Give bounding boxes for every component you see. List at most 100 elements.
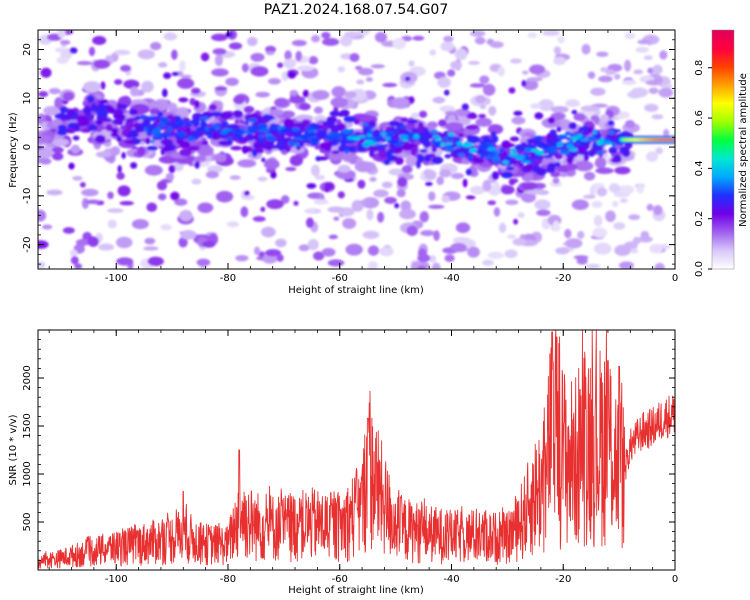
spectrogram-cell (117, 165, 122, 173)
spectrogram-cell (339, 109, 350, 117)
spectrogram-cell (433, 142, 443, 148)
spectrogram-x-tick-label: -40 (443, 273, 459, 284)
spectrogram-cell (126, 131, 140, 138)
spectrogram-cell (86, 95, 95, 103)
spectrogram-cell (580, 138, 589, 142)
spectrogram-cell (533, 157, 541, 161)
spectrogram-cell (487, 146, 496, 152)
spectrogram-cell (373, 189, 389, 198)
spectrogram-cell (180, 230, 197, 240)
spectrogram-cell (92, 35, 107, 45)
spectrogram-cell (115, 236, 133, 249)
spectrogram-cell (440, 41, 455, 52)
spectrogram-cell (80, 128, 92, 133)
spectrogram-cell (252, 141, 264, 150)
spectrogram-cell (107, 208, 124, 213)
snr-x-tick-label: -20 (555, 574, 571, 585)
spectrogram-cell (455, 222, 471, 234)
colorbar-ticks: 0.0 0.2 0.4 0.6 0.8 (694, 60, 712, 277)
spectrogram-cell (457, 152, 465, 157)
spectrogram-cell (42, 224, 53, 230)
spectrogram-x-tick-label: -20 (555, 273, 571, 284)
spectrogram-cell (163, 32, 178, 41)
spectrogram-cell (470, 30, 486, 37)
spectrogram-cell (141, 80, 154, 93)
spectrogram-cell (385, 131, 395, 137)
spectrogram-cell (418, 110, 428, 118)
spectrogram-cell (550, 105, 569, 113)
spectrogram-cell (298, 244, 310, 252)
spectrogram-cell (407, 96, 415, 104)
spectrogram-cell (241, 145, 249, 154)
spectrogram-cell (369, 176, 377, 182)
spectrogram-cell (189, 97, 196, 106)
spectrogram-cell (200, 52, 210, 62)
spectrogram-cell (408, 60, 415, 67)
spectrogram-cell (178, 97, 189, 103)
spectrogram-cell (645, 79, 662, 86)
spectrogram-cell (157, 62, 168, 68)
spectrogram-cell (554, 153, 563, 160)
spectrogram-x-tick-label: 0 (672, 273, 678, 284)
spectrogram-cell (87, 236, 99, 247)
spectrogram-cell (186, 136, 196, 142)
spectrogram-cell (260, 206, 266, 212)
spectrogram-cell (485, 155, 495, 160)
spectrogram-cell (411, 128, 419, 132)
spectrogram-cell (144, 164, 163, 176)
spectrogram-cell (163, 145, 171, 153)
spectrogram-cell (269, 109, 284, 116)
spectrogram-cell (46, 189, 63, 196)
spectrogram-cell (504, 249, 518, 259)
spectrogram-cell (365, 77, 373, 82)
spectrogram-cell (292, 132, 303, 138)
spectrogram-cell (235, 254, 249, 262)
spectrogram-cell (93, 59, 111, 69)
spectrogram-cell (345, 243, 363, 256)
spectrogram-cell (152, 133, 161, 138)
spectrogram-cell (222, 128, 233, 132)
spectrogram-cell (324, 135, 336, 141)
spectrogram-cell (505, 166, 515, 171)
spectrogram-cell (341, 135, 350, 141)
spectrogram-cell (331, 150, 340, 155)
spectrogram-cell (478, 114, 486, 119)
spectrogram-cell (564, 131, 572, 136)
spectrogram-cell (144, 137, 151, 145)
spectrogram-cell (552, 220, 560, 231)
spectrogram-cell (588, 150, 595, 157)
spectrogram-cell (557, 134, 568, 140)
spectrogram-cell (398, 125, 407, 129)
spectrogram-cell (343, 115, 356, 123)
spectrogram-cell (587, 71, 596, 79)
spectrogram-cell (157, 122, 167, 128)
spectrogram-cell (190, 87, 201, 95)
spectrogram-cell (119, 201, 134, 206)
spectrogram-cell (566, 143, 574, 149)
spectrogram-cell (342, 128, 352, 134)
spectrogram-cell (220, 111, 233, 120)
spectrogram-cell (135, 124, 143, 133)
spectrogram-cell (441, 137, 450, 142)
spectrogram-cell (226, 221, 240, 228)
spectrogram-cell (243, 105, 255, 114)
spectrogram-cell (462, 143, 472, 148)
spectrogram-cells (38, 30, 675, 269)
spectrogram-cell (362, 230, 380, 239)
spectrogram-cell (311, 34, 321, 43)
spectrogram-cell (62, 227, 75, 234)
spectrogram-cell (581, 43, 591, 55)
spectrogram-cell (228, 42, 243, 50)
spectrogram-cell (478, 140, 487, 145)
spectrogram-cell (246, 36, 258, 47)
spectrogram-cell (313, 106, 324, 114)
spectrogram-cell (124, 140, 136, 145)
spectrogram-cell (207, 127, 215, 131)
spectrogram-cell (388, 168, 405, 176)
spectrogram-cell (120, 64, 132, 72)
spectrogram-cell (252, 216, 266, 222)
spectrogram-cell (81, 188, 99, 197)
spectrogram-cell (424, 169, 437, 180)
spectrogram-cell (251, 148, 258, 157)
spectrogram-cell (646, 203, 654, 212)
